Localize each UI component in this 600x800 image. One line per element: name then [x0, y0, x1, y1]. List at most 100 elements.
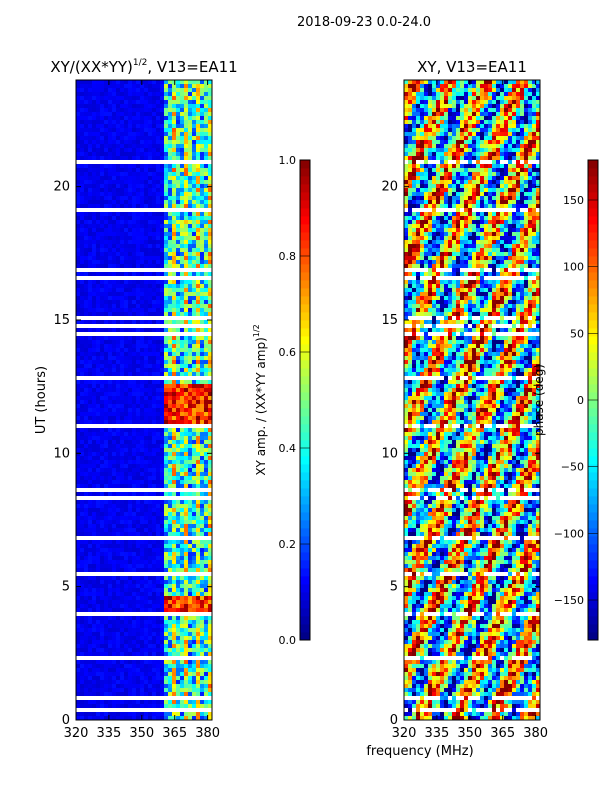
amp-cell	[132, 128, 137, 133]
amp-cell	[172, 572, 177, 577]
amp-cell	[108, 648, 113, 653]
amp-cell	[80, 200, 85, 205]
amp-cell	[96, 500, 101, 505]
amp-cell	[204, 328, 209, 333]
amp-cell	[112, 528, 117, 533]
amp-cell	[96, 256, 101, 261]
amp-cell	[92, 104, 97, 109]
amp-cell	[100, 540, 105, 545]
amp-cell	[160, 624, 165, 629]
amp-cell	[192, 300, 197, 305]
amp-cell	[176, 508, 181, 513]
amp-cell	[136, 212, 141, 217]
amp-cell	[112, 424, 117, 429]
amp-cell	[188, 540, 193, 545]
amp-cell	[96, 100, 101, 105]
amp-cell	[168, 508, 173, 513]
amp-cell	[144, 212, 149, 217]
amp-cell	[104, 656, 109, 661]
amp-cell	[200, 548, 205, 553]
amp-cell	[136, 656, 141, 661]
amp-cell	[160, 540, 165, 545]
amp-cell	[172, 372, 177, 377]
amp-cell	[92, 524, 97, 529]
amp-cell	[208, 336, 213, 341]
amp-cell	[196, 640, 201, 645]
amp-cell	[180, 300, 185, 305]
amp-cell	[96, 364, 101, 369]
amp-cell	[124, 228, 129, 233]
amp-cell	[156, 132, 161, 137]
amp-cell	[80, 400, 85, 405]
amp-cell	[168, 360, 173, 365]
amp-cell	[144, 556, 149, 561]
amp-cell	[172, 320, 177, 325]
amp-cell	[76, 292, 81, 297]
amp-cell	[156, 168, 161, 173]
amp-cell	[200, 200, 205, 205]
amp-cell	[200, 320, 205, 325]
amp-cell	[120, 172, 125, 177]
amp-cell	[140, 344, 145, 349]
amp-cell	[164, 560, 169, 565]
amp-cell	[208, 524, 213, 529]
amp-cell	[128, 588, 133, 593]
amp-cell	[96, 468, 101, 473]
amp-cell	[112, 516, 117, 521]
amp-cell	[164, 588, 169, 593]
amp-cell	[160, 260, 165, 265]
amp-cell	[136, 620, 141, 625]
amp-cell	[136, 524, 141, 529]
amp-cell	[184, 356, 189, 361]
amp-cell	[132, 352, 137, 357]
amp-cell	[104, 580, 109, 585]
amp-cell	[104, 88, 109, 93]
amp-cell	[152, 220, 157, 225]
amp-cell	[208, 124, 213, 129]
amp-cell	[196, 552, 201, 557]
amp-cell	[128, 600, 133, 605]
amp-cell	[160, 516, 165, 521]
amp-cell	[200, 100, 205, 105]
amp-cell	[124, 572, 129, 577]
amp-cell	[144, 624, 149, 629]
amp-cell	[76, 340, 81, 345]
amp-cell	[156, 280, 161, 285]
amp-cell	[188, 572, 193, 577]
amp-cell	[108, 492, 113, 497]
amp-cell	[176, 96, 181, 101]
amp-cell	[88, 168, 93, 173]
amp-cell	[160, 532, 165, 537]
amp-cell	[176, 172, 181, 177]
amp-cell	[140, 532, 145, 537]
amp-cell	[192, 504, 197, 509]
amp-cell	[92, 644, 97, 649]
amp-cell	[204, 624, 209, 629]
amp-cell	[136, 232, 141, 237]
amp-cell	[124, 208, 129, 213]
amp-cell	[140, 440, 145, 445]
amp-cell	[176, 512, 181, 517]
amp-cell	[136, 400, 141, 405]
amp-cell	[116, 468, 121, 473]
amp-cell	[84, 264, 89, 269]
amp-cell	[152, 336, 157, 341]
amp-cell	[108, 376, 113, 381]
amp-cell	[116, 632, 121, 637]
amp-cell	[172, 152, 177, 157]
amp-cell	[88, 208, 93, 213]
amp-cell	[156, 336, 161, 341]
amp-cell	[124, 204, 129, 209]
amp-cell	[88, 364, 93, 369]
amp-cell	[204, 424, 209, 429]
amp-cell	[88, 628, 93, 633]
amp-cell	[208, 540, 213, 545]
amp-cell	[132, 196, 137, 201]
amp-cell	[124, 664, 129, 669]
amp-cell	[168, 520, 173, 525]
amp-cell	[200, 500, 205, 505]
amp-cell	[116, 432, 121, 437]
amp-cell	[132, 612, 137, 617]
amp-cell	[160, 416, 165, 421]
amp-cell	[168, 224, 173, 229]
